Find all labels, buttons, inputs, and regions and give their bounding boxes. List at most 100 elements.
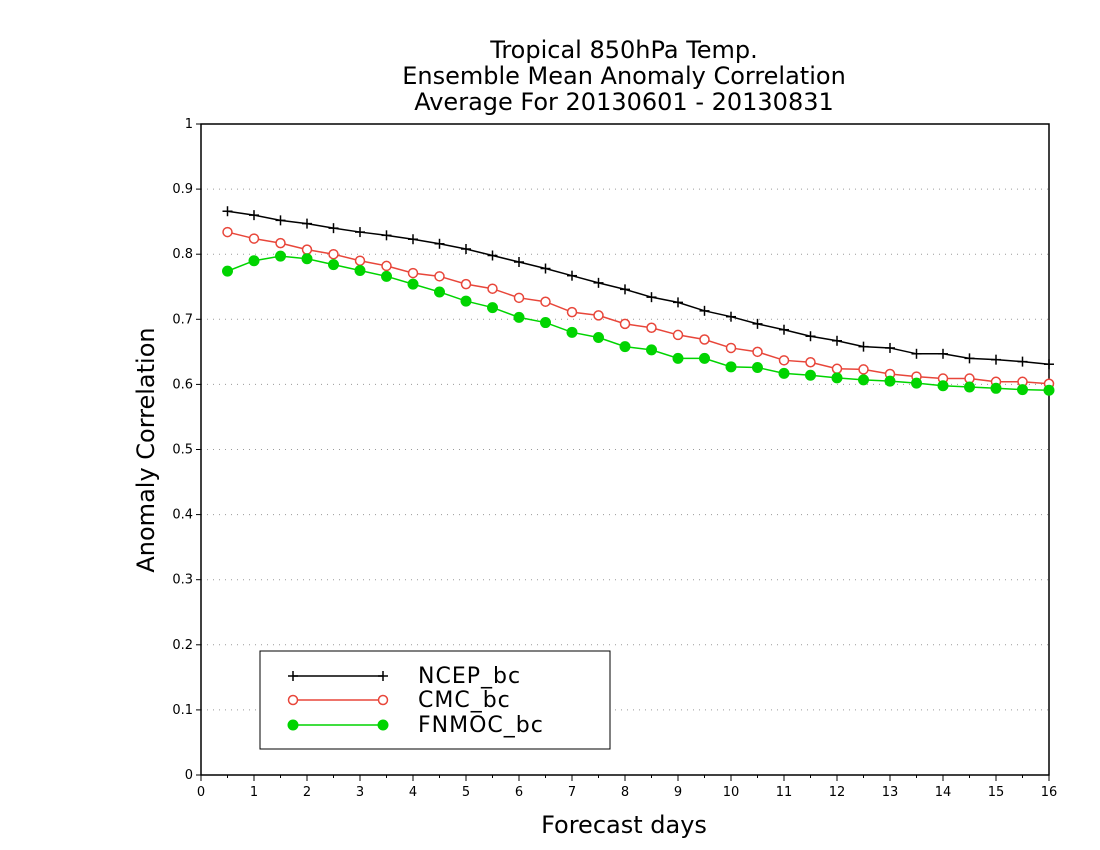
grid-lines [201,188,1049,711]
data-point-fnmoc-bc [222,265,233,277]
y-axis-label: Anomaly Correlation [132,327,160,572]
legend-label-cmc-bc: CMC_bc [418,688,511,713]
x-tick-label: 8 [621,785,629,800]
data-point-cmc-bc [275,237,286,249]
data-point-fnmoc-bc [381,270,392,282]
data-point-fnmoc-bc [805,369,816,381]
data-point-fnmoc-bc [858,374,869,386]
data-point-fnmoc-bc [937,380,949,392]
data-point-ncep-bc [858,341,869,352]
x-tick-label: 15 [988,785,1005,800]
legend-item-cmc-bc: CMC_bc [287,688,511,713]
data-point-ncep-bc [275,215,286,226]
data-point-ncep-bc [328,223,339,234]
data-point-ncep-bc [752,318,763,329]
y-tick-label: 0.5 [172,443,193,458]
data-point-cmc-bc [672,329,684,341]
data-point-ncep-bc [302,218,312,229]
data-point-ncep-bc [514,257,524,268]
data-point-ncep-bc [540,263,551,274]
data-point-fnmoc-bc [566,326,578,338]
data-point-fnmoc-bc [990,382,1002,394]
data-point-fnmoc-bc [487,302,498,314]
x-tick-label: 11 [776,785,793,800]
y-tick-label: 0.8 [172,247,193,262]
data-point-fnmoc-bc [407,278,419,290]
x-tick-label: 6 [515,785,523,800]
data-point-cmc-bc [699,334,710,345]
data-point-ncep-bc [646,292,657,303]
data-point-cmc-bc [407,267,419,279]
data-point-cmc-bc [646,322,657,334]
data-point-ncep-bc [699,305,710,316]
series-fnmoc-bc [222,250,1055,396]
y-tick-label: 0.9 [172,182,193,197]
data-point-cmc-bc [725,342,737,354]
x-tick-label: 1 [250,785,258,800]
x-axis-label: Forecast days [541,811,707,839]
data-point-ncep-bc [726,311,736,322]
data-point-ncep-bc [408,234,418,245]
data-point-cmc-bc [805,357,816,368]
data-point-ncep-bc [461,243,471,254]
data-point-fnmoc-bc [328,259,339,271]
data-point-fnmoc-bc [619,341,631,353]
data-point-fnmoc-bc [778,367,790,379]
legend-marker-fnmoc-bc [377,719,389,731]
data-point-fnmoc-bc [460,295,472,307]
legend-marker-cmc-bc [377,694,389,706]
data-point-cmc-bc [593,310,604,321]
data-point-fnmoc-bc [434,286,445,298]
data-point-cmc-bc [566,306,578,318]
data-point-cmc-bc [831,363,843,375]
legend-marker-cmc-bc [287,694,299,706]
data-point-fnmoc-bc [248,255,260,267]
data-point-fnmoc-bc [593,332,604,344]
data-point-fnmoc-bc [964,381,975,393]
data-point-ncep-bc [885,342,895,353]
series-line-fnmoc-bc [227,255,1050,392]
data-point-ncep-bc [911,348,922,359]
data-point-ncep-bc [222,206,233,217]
data-point-ncep-bc [1044,359,1054,370]
x-tick-label: 9 [674,785,682,800]
data-point-cmc-bc [301,244,313,255]
data-point-ncep-bc [434,238,445,249]
chart-title-line-2: Ensemble Mean Anomaly Correlation [402,62,846,90]
data-point-fnmoc-bc [646,344,657,356]
data-point-cmc-bc [619,318,631,330]
x-tick-label: 3 [356,785,364,800]
data-point-ncep-bc [249,210,259,221]
x-tick-label: 4 [409,785,417,800]
x-tick-label: 10 [723,785,740,800]
y-tick-label: 0.3 [172,573,193,588]
series-ncep-bc [222,206,1054,370]
legend-label-ncep-bc: NCEP_bc [418,664,521,689]
legend-item-ncep-bc: NCEP_bc [288,664,521,689]
y-tick-label: 0 [185,768,193,783]
data-point-fnmoc-bc [354,264,366,276]
data-point-ncep-bc [1017,356,1028,367]
x-tick-label: 12 [829,785,846,800]
data-point-fnmoc-bc [725,361,737,373]
data-point-fnmoc-bc [911,377,922,389]
x-tick-label: 16 [1041,785,1058,800]
axis-ticks: 00.10.20.30.40.50.60.70.80.910 1 2 3 4 5 6 7 8 9 1… [172,117,1057,800]
data-point-cmc-bc [354,255,366,266]
data-point-fnmoc-bc [699,352,710,364]
data-series [222,206,1055,396]
data-point-fnmoc-bc [1017,384,1028,396]
legend-marker-ncep-bc [378,671,388,681]
data-point-ncep-bc [620,284,630,295]
data-point-ncep-bc [355,227,365,238]
data-point-ncep-bc [381,230,392,241]
data-point-fnmoc-bc [752,361,763,373]
data-point-fnmoc-bc [301,253,313,265]
legend-marker-fnmoc-bc [287,719,299,731]
x-tick-label: 7 [568,785,576,800]
data-point-ncep-bc [593,277,604,288]
legend-item-fnmoc-bc: FNMOC_bc [287,713,543,738]
y-tick-label: 0.2 [172,638,193,653]
x-tick-label: 0 [197,785,205,800]
